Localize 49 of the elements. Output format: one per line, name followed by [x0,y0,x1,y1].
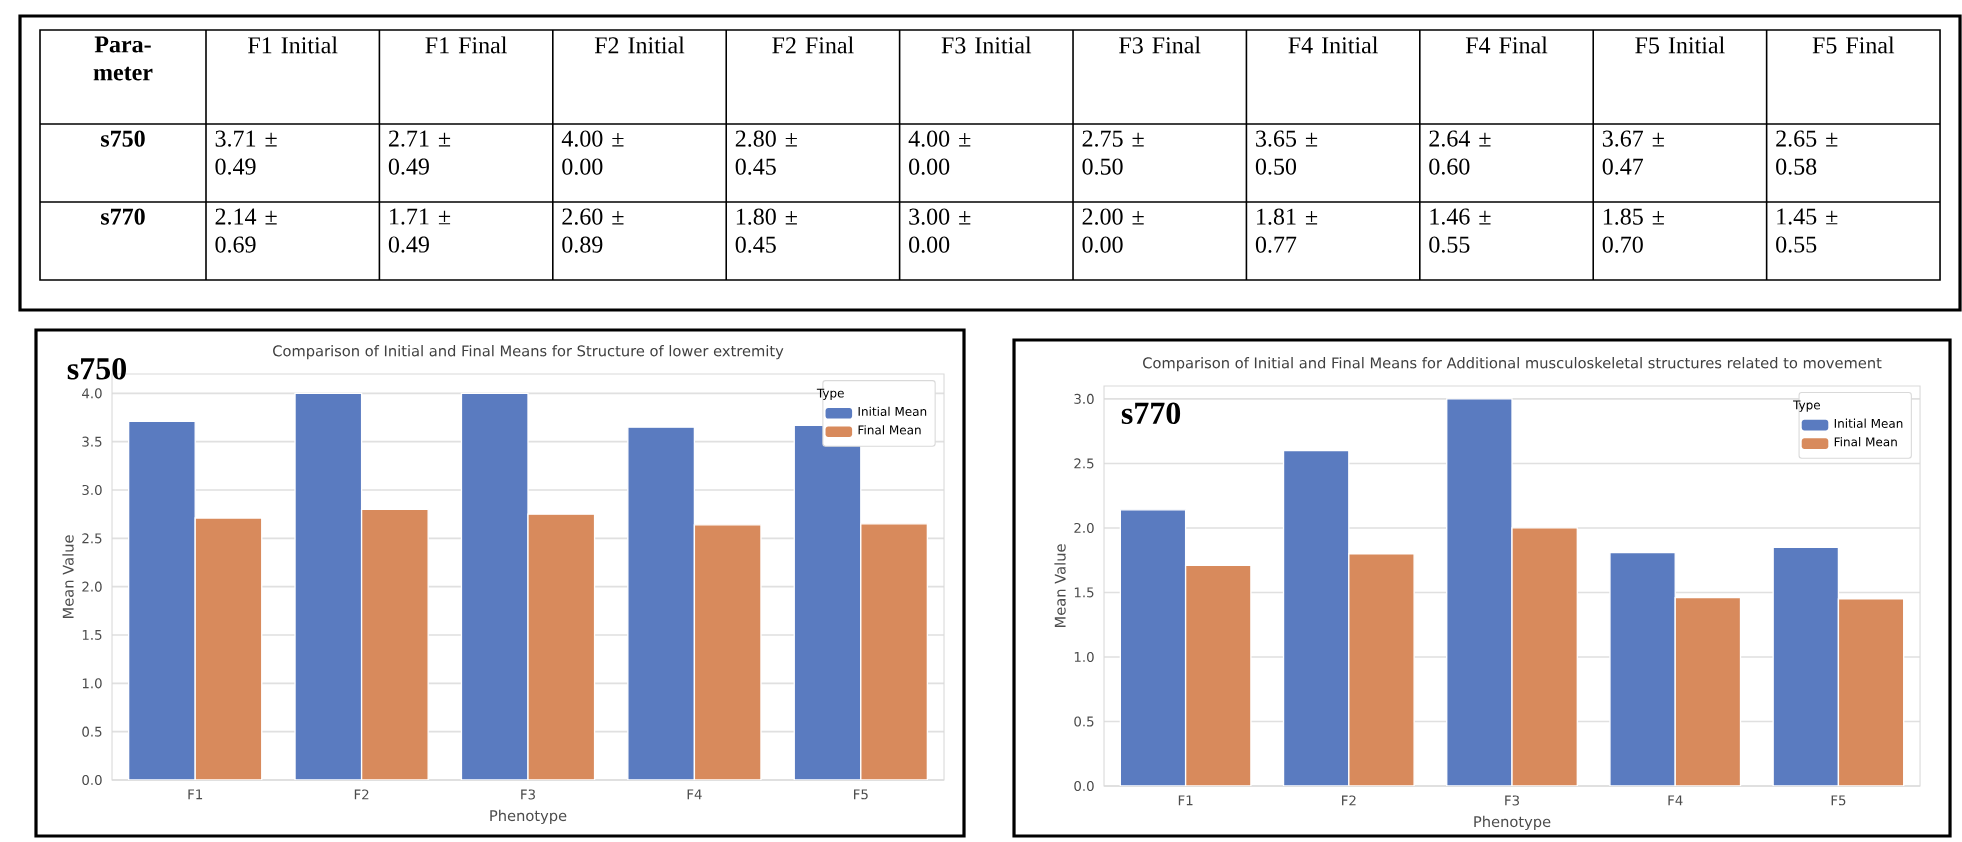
bar [1348,553,1415,786]
text: 1.80 ± 0.45 [735,208,797,253]
text: 2.75 ± 0.50 [1082,130,1144,175]
bar [294,392,363,780]
text: F3 Final [1119,36,1201,54]
annotation: s770 [1121,402,1181,425]
bar [1120,509,1186,786]
text: s750 [101,130,145,147]
text: 2.65 ± 0.58 [1776,130,1838,175]
text: s770 [101,208,145,225]
text: 3.00 ± 0.00 [909,208,971,253]
text: 3.71 ± 0.49 [215,130,277,175]
annotation: s750 [67,357,126,380]
bar [1283,450,1349,786]
text: 2.80 ± 0.45 [735,130,797,175]
text: F1 Initial [248,36,338,54]
text: 2.14 ± 0.69 [215,208,277,253]
text: F2 Initial [594,36,685,54]
text: 2.71 ± 0.49 [388,130,451,175]
bar [1446,398,1513,786]
text: 2.60 ± 0.89 [562,208,624,253]
text: F3 Initial [941,36,1032,54]
bar [1837,598,1905,786]
text: F5 Final [1812,36,1895,54]
bar [1675,597,1741,786]
text: F2 Final [772,36,854,54]
text: F4 Initial [1288,36,1378,54]
bar [460,392,529,780]
text: F1 Final [425,36,507,54]
text: 2.00 ± 0.00 [1082,208,1144,253]
text: Para-meter [93,36,153,81]
bar [627,426,696,780]
text: 1.46 ± 0.55 [1429,208,1491,253]
bar [1609,552,1676,786]
text: 4.00 ± 0.00 [908,130,971,175]
text: 3.65 ± 0.50 [1255,130,1318,175]
bar [1185,565,1251,786]
text: 4.00 ± 0.00 [561,130,624,175]
text: 2.64 ± 0.60 [1429,130,1491,175]
bar [1512,527,1578,786]
text: 1.81 ± 0.77 [1255,208,1318,253]
text: 1.45 ± 0.55 [1776,208,1838,253]
text: 3.67 ± 0.47 [1602,130,1664,175]
text: 1.85 ± 0.70 [1602,208,1664,253]
text: F5 Initial [1635,36,1725,54]
bar [127,420,196,780]
text: 1.71 ± 0.49 [388,208,451,253]
bar [1772,546,1840,786]
text: F4 Final [1465,36,1548,54]
